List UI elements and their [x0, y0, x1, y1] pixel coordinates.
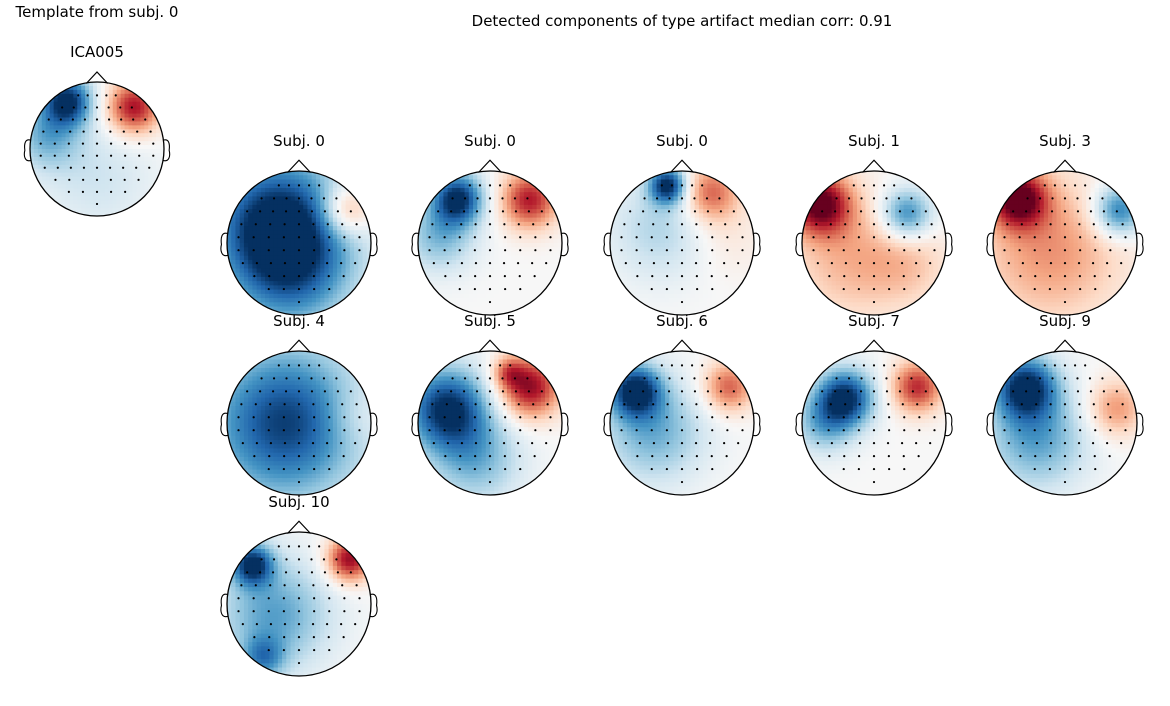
left-ear-outline — [795, 232, 804, 257]
right-ear-outline — [944, 412, 953, 437]
topomap-label: Subj. 3 — [1039, 132, 1091, 150]
right-ear-outline — [944, 232, 953, 257]
sensor-dots — [1003, 184, 1127, 304]
sensor-dots — [237, 364, 361, 484]
topomap: Subj. 3 — [986, 132, 1144, 316]
topomap-field — [993, 351, 1137, 495]
head-outline — [992, 350, 1138, 496]
right-ear-outline — [1135, 232, 1144, 257]
template-component-label: ICA005 — [70, 43, 124, 61]
left-ear-outline — [23, 139, 32, 162]
sensor-dots — [237, 184, 361, 304]
sensor-dots — [812, 184, 936, 304]
nose-outline — [287, 520, 311, 534]
nose-outline — [1053, 159, 1077, 173]
nose-outline — [1053, 339, 1077, 353]
head-outline — [801, 350, 947, 496]
left-ear-outline — [986, 412, 995, 437]
nose-outline — [862, 159, 886, 173]
left-ear-outline — [411, 232, 420, 257]
head-outline — [801, 170, 947, 316]
right-ear-outline — [162, 139, 171, 162]
topomap-label: Subj. 5 — [464, 312, 516, 330]
right-ear-outline — [560, 232, 569, 257]
nose-outline — [862, 339, 886, 353]
topomap: ICA005 — [23, 43, 171, 217]
nose-outline — [670, 159, 694, 173]
topomap-label: Subj. 6 — [656, 312, 708, 330]
topomap-label: Subj. 10 — [268, 493, 329, 511]
nose-outline — [85, 71, 109, 84]
nose-outline — [287, 159, 311, 173]
sensor-dots — [1003, 364, 1127, 484]
sensor-dots — [39, 94, 155, 206]
topomap-label: Subj. 0 — [273, 132, 325, 150]
head-outline — [609, 350, 755, 496]
sensor-dots — [620, 184, 744, 304]
topomap-label: Subj. 4 — [273, 312, 325, 330]
left-ear-outline — [411, 412, 420, 437]
detected-heading: Detected components of type artifact med… — [472, 12, 893, 30]
head-outline — [417, 350, 563, 496]
right-ear-outline — [1135, 412, 1144, 437]
right-ear-outline — [752, 232, 761, 257]
topomap-grid: ICA005 Subj. 0 Subj. 0 Subj. 0 Subj. 1 Subj. … — [23, 43, 1144, 677]
right-ear-outline — [369, 593, 378, 618]
left-ear-outline — [220, 232, 229, 257]
head-outline — [226, 350, 372, 496]
sensor-dots — [428, 184, 552, 304]
sensor-dots — [428, 364, 552, 484]
topomap-label: Subj. 0 — [656, 132, 708, 150]
right-ear-outline — [560, 412, 569, 437]
left-ear-outline — [603, 232, 612, 257]
nose-outline — [670, 339, 694, 353]
left-ear-outline — [603, 412, 612, 437]
topomap: Subj. 0 — [603, 132, 761, 316]
head-outline — [29, 81, 165, 217]
topomap: Subj. 10 — [220, 493, 378, 677]
topomap: Subj. 5 — [411, 312, 569, 496]
topomap: Subj. 0 — [411, 132, 569, 316]
sensor-dots — [620, 364, 744, 484]
template-heading: Template from subj. 0 — [15, 3, 179, 21]
nose-outline — [478, 159, 502, 173]
topomap: Subj. 7 — [795, 312, 953, 496]
topomap: Subj. 9 — [986, 312, 1144, 496]
nose-outline — [287, 339, 311, 353]
topomap-label: Subj. 0 — [464, 132, 516, 150]
topomap: Subj. 6 — [603, 312, 761, 496]
head-outline — [417, 170, 563, 316]
topomap: Subj. 1 — [795, 132, 953, 316]
nose-outline — [478, 339, 502, 353]
head-outline — [992, 170, 1138, 316]
topomap-label: Subj. 1 — [848, 132, 900, 150]
topomap-label: Subj. 9 — [1039, 312, 1091, 330]
head-outline — [226, 531, 372, 677]
left-ear-outline — [220, 593, 229, 618]
topomap: Subj. 0 — [220, 132, 378, 316]
sensor-dots — [237, 545, 361, 665]
left-ear-outline — [986, 232, 995, 257]
left-ear-outline — [220, 412, 229, 437]
head-outline — [609, 170, 755, 316]
topomap-field — [802, 351, 946, 495]
right-ear-outline — [369, 412, 378, 437]
topomap-label: Subj. 7 — [848, 312, 900, 330]
topomap-field — [610, 171, 754, 315]
topomap: Subj. 4 — [220, 312, 378, 496]
right-ear-outline — [752, 412, 761, 437]
head-outline — [226, 170, 372, 316]
right-ear-outline — [369, 232, 378, 257]
left-ear-outline — [795, 412, 804, 437]
sensor-dots — [812, 364, 936, 484]
